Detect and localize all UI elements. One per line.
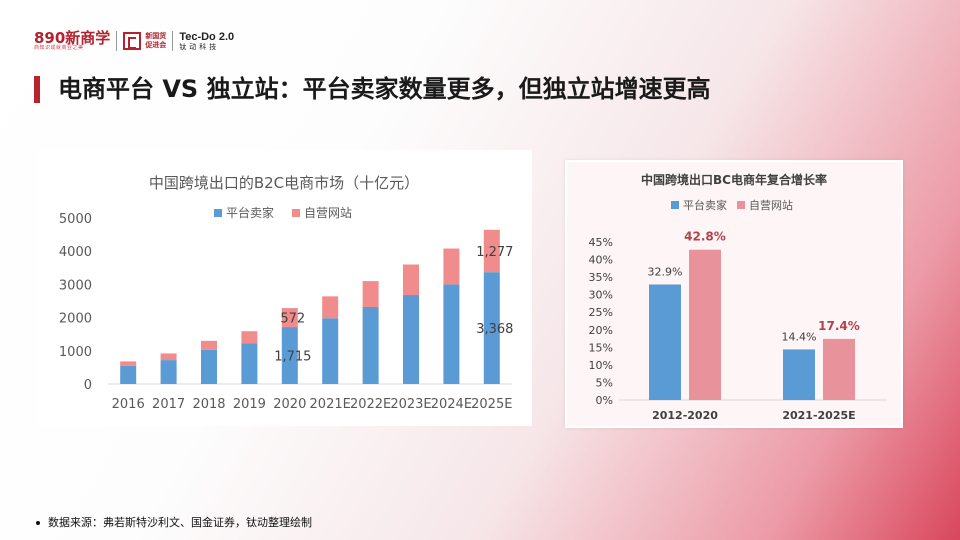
logo-tecdo: Tec-Do 2.0 钛动科技	[179, 31, 234, 51]
logo-890-text: 890新商学	[34, 28, 111, 47]
x-tick-label: 2017	[152, 397, 185, 412]
bar-platform-2021E	[322, 318, 339, 384]
cagr-chart-panel: 中国跨境出口BC电商年复合增长率平台卖家 自营网站 0% 5% 10% 15% 20% 25%…	[565, 160, 903, 428]
bar-standalone-2016	[120, 361, 137, 366]
source-note: 数据来源：弗若斯特沙利文、国金证券，钛动整理绘制	[36, 514, 312, 530]
bar-platform-2016	[120, 365, 137, 384]
y-tick-label: 2000	[59, 312, 92, 327]
y-tick-label: 0%	[596, 394, 613, 407]
legend-label-platform: 平台卖家	[683, 198, 727, 212]
y-tick-label: 5%	[596, 376, 613, 389]
xinguohuo-emblem-icon	[123, 32, 142, 50]
bar-platform-2022E	[362, 306, 379, 384]
logo-xinguohuo: 新国货 促进会	[123, 32, 166, 50]
y-tick-label: 20%	[589, 324, 613, 337]
data-label: 3,368	[476, 322, 513, 337]
bar-standalone-2012-2020	[689, 249, 721, 400]
y-tick-label: 40%	[589, 254, 613, 267]
logo-divider	[116, 31, 118, 51]
x-tick-label: 2024E	[431, 397, 472, 412]
logo-divider	[172, 31, 174, 51]
y-tick-label: 1000	[59, 345, 92, 360]
bar-standalone-2025E	[483, 229, 500, 273]
bar-platform-2017	[160, 360, 177, 384]
x-tick-label: 2021-2025E	[782, 409, 855, 422]
y-tick-label: 4000	[59, 245, 92, 260]
bar-standalone-2017	[160, 353, 177, 361]
market-size-chart-panel: 中国跨境出口的B2C电商市场（十亿元） 平台卖家 自营网站 0 1000 2000 3000…	[36, 150, 532, 426]
data-label: 1,715	[274, 350, 311, 365]
x-tick-label: 2018	[192, 397, 225, 412]
chart-title: 中国跨境出口的B2C电商市场（十亿元）	[149, 174, 419, 192]
logo-xgh-line2: 促进会	[145, 41, 167, 49]
legend-label-platform: 平台卖家	[226, 205, 274, 220]
data-label-standalone: 42.8%	[684, 230, 726, 244]
x-tick-label: 2021E	[310, 397, 351, 412]
logo-890-tagline: 商知识成就商业之美	[34, 44, 84, 51]
legend-label-standalone: 自营网站	[749, 198, 793, 212]
logo-tec-main: Tec-Do 2.0	[179, 31, 235, 43]
data-label-platform: 14.4%	[782, 330, 817, 343]
bar-platform-2023E	[403, 295, 419, 384]
title-accent-bar	[34, 76, 40, 103]
y-tick-label: 15%	[589, 341, 613, 354]
y-tick-label: 25%	[589, 306, 613, 319]
data-label-platform: 32.9%	[648, 265, 683, 278]
x-tick-label: 2016	[112, 397, 145, 412]
data-label: 1,277	[476, 245, 513, 260]
data-label-standalone: 17.4%	[818, 319, 860, 333]
chart-title: 中国跨境出口BC电商年复合增长率	[641, 172, 827, 187]
y-tick-label: 10%	[589, 359, 613, 372]
x-tick-label: 2012-2020	[652, 409, 718, 422]
bar-standalone-2024E	[443, 248, 460, 285]
header-logos: 890新商学 商知识成就商业之美 新国货 促进会 Tec-Do 2.0 钛动科技	[34, 28, 234, 54]
data-label: 572	[280, 312, 305, 327]
legend-swatch-platform	[671, 201, 679, 209]
source-note-text: 数据来源：弗若斯特沙利文、国金证券，钛动整理绘制	[48, 516, 312, 529]
y-tick-label: 45%	[589, 236, 613, 249]
legend-swatch-standalone	[292, 209, 300, 217]
bar-standalone-2021E	[322, 296, 339, 319]
legend-label-standalone: 自营网站	[304, 206, 352, 220]
bar-platform-2012-2020	[649, 284, 681, 400]
page-title: 电商平台 VS 独立站：平台卖家数量更多，但独立站增速更高	[58, 75, 711, 103]
x-tick-label: 2020	[273, 397, 306, 412]
logo-xgh-line1: 新国货	[145, 32, 167, 40]
bar-platform-2020	[281, 327, 298, 384]
y-tick-label: 5000	[59, 212, 92, 227]
bar-standalone-2023E	[403, 264, 419, 296]
bar-standalone-2019	[241, 331, 258, 344]
x-tick-label: 2023E	[390, 397, 431, 412]
bar-platform-2019	[241, 343, 258, 384]
y-tick-label: 35%	[589, 271, 613, 284]
bar-standalone-2022E	[362, 281, 379, 307]
legend-swatch-standalone	[737, 201, 745, 209]
y-tick-label: 0	[84, 378, 92, 393]
x-tick-label: 2022E	[350, 397, 391, 412]
bar-standalone-2021-2025E	[823, 338, 855, 400]
bullet-icon	[36, 521, 40, 525]
market-size-chart: 中国跨境出口的B2C电商市场（十亿元） 平台卖家 自营网站 0 1000 2000 3000…	[59, 174, 514, 412]
bar-standalone-2020	[281, 308, 298, 328]
x-tick-label: 2019	[233, 397, 266, 412]
logo-tec-sub: 钛动科技	[179, 43, 220, 51]
bar-platform-2025E	[483, 272, 500, 384]
bar-platform-2021-2025E	[783, 349, 815, 400]
legend-swatch-platform	[214, 209, 222, 217]
x-tick-label: 2025E	[471, 397, 512, 412]
logo-890: 890新商学 商知识成就商业之美	[34, 28, 111, 52]
y-tick-label: 3000	[59, 278, 92, 293]
bar-platform-2018	[201, 349, 217, 384]
bar-standalone-2018	[201, 340, 217, 350]
y-tick-label: 30%	[589, 289, 613, 302]
bar-platform-2024E	[443, 284, 460, 384]
